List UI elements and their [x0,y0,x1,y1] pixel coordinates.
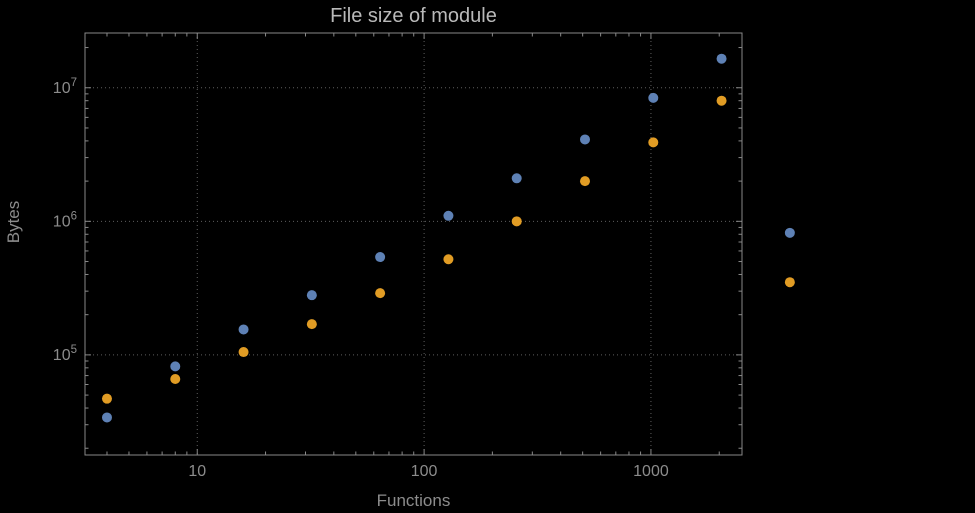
data-point-blue [716,53,727,64]
data-point-orange [375,288,386,299]
y-axis-label: Bytes [4,200,23,244]
y-tick-label: 105 [53,344,77,364]
data-point-orange [170,373,181,384]
data-point-orange [716,95,727,106]
x-tick-label: 10 [188,463,206,480]
data-point-blue [579,134,590,145]
chart-title: File size of module [330,5,497,27]
data-point-blue [375,252,386,263]
data-point-orange [784,277,795,288]
data-point-blue [511,173,522,184]
data-point-orange [443,254,454,265]
data-point-orange [579,176,590,187]
plot-frame [84,32,743,456]
data-point-orange [238,347,249,358]
data-point-orange [511,216,522,227]
y-tick-label: 106 [53,210,77,230]
data-point-blue [101,412,112,423]
data-point-orange [648,137,659,148]
data-point-blue [784,227,795,238]
data-point-blue [306,290,317,301]
data-point-blue [238,324,249,335]
data-point-orange [101,393,112,404]
data-point-orange [306,319,317,330]
data-point-blue [648,92,659,103]
x-tick-label: 1000 [633,463,669,480]
x-tick-label: 100 [411,463,438,480]
y-tick-label: 107 [53,77,77,97]
data-point-blue [170,361,181,372]
x-axis-label: Functions [376,491,451,510]
data-point-blue [443,210,454,221]
